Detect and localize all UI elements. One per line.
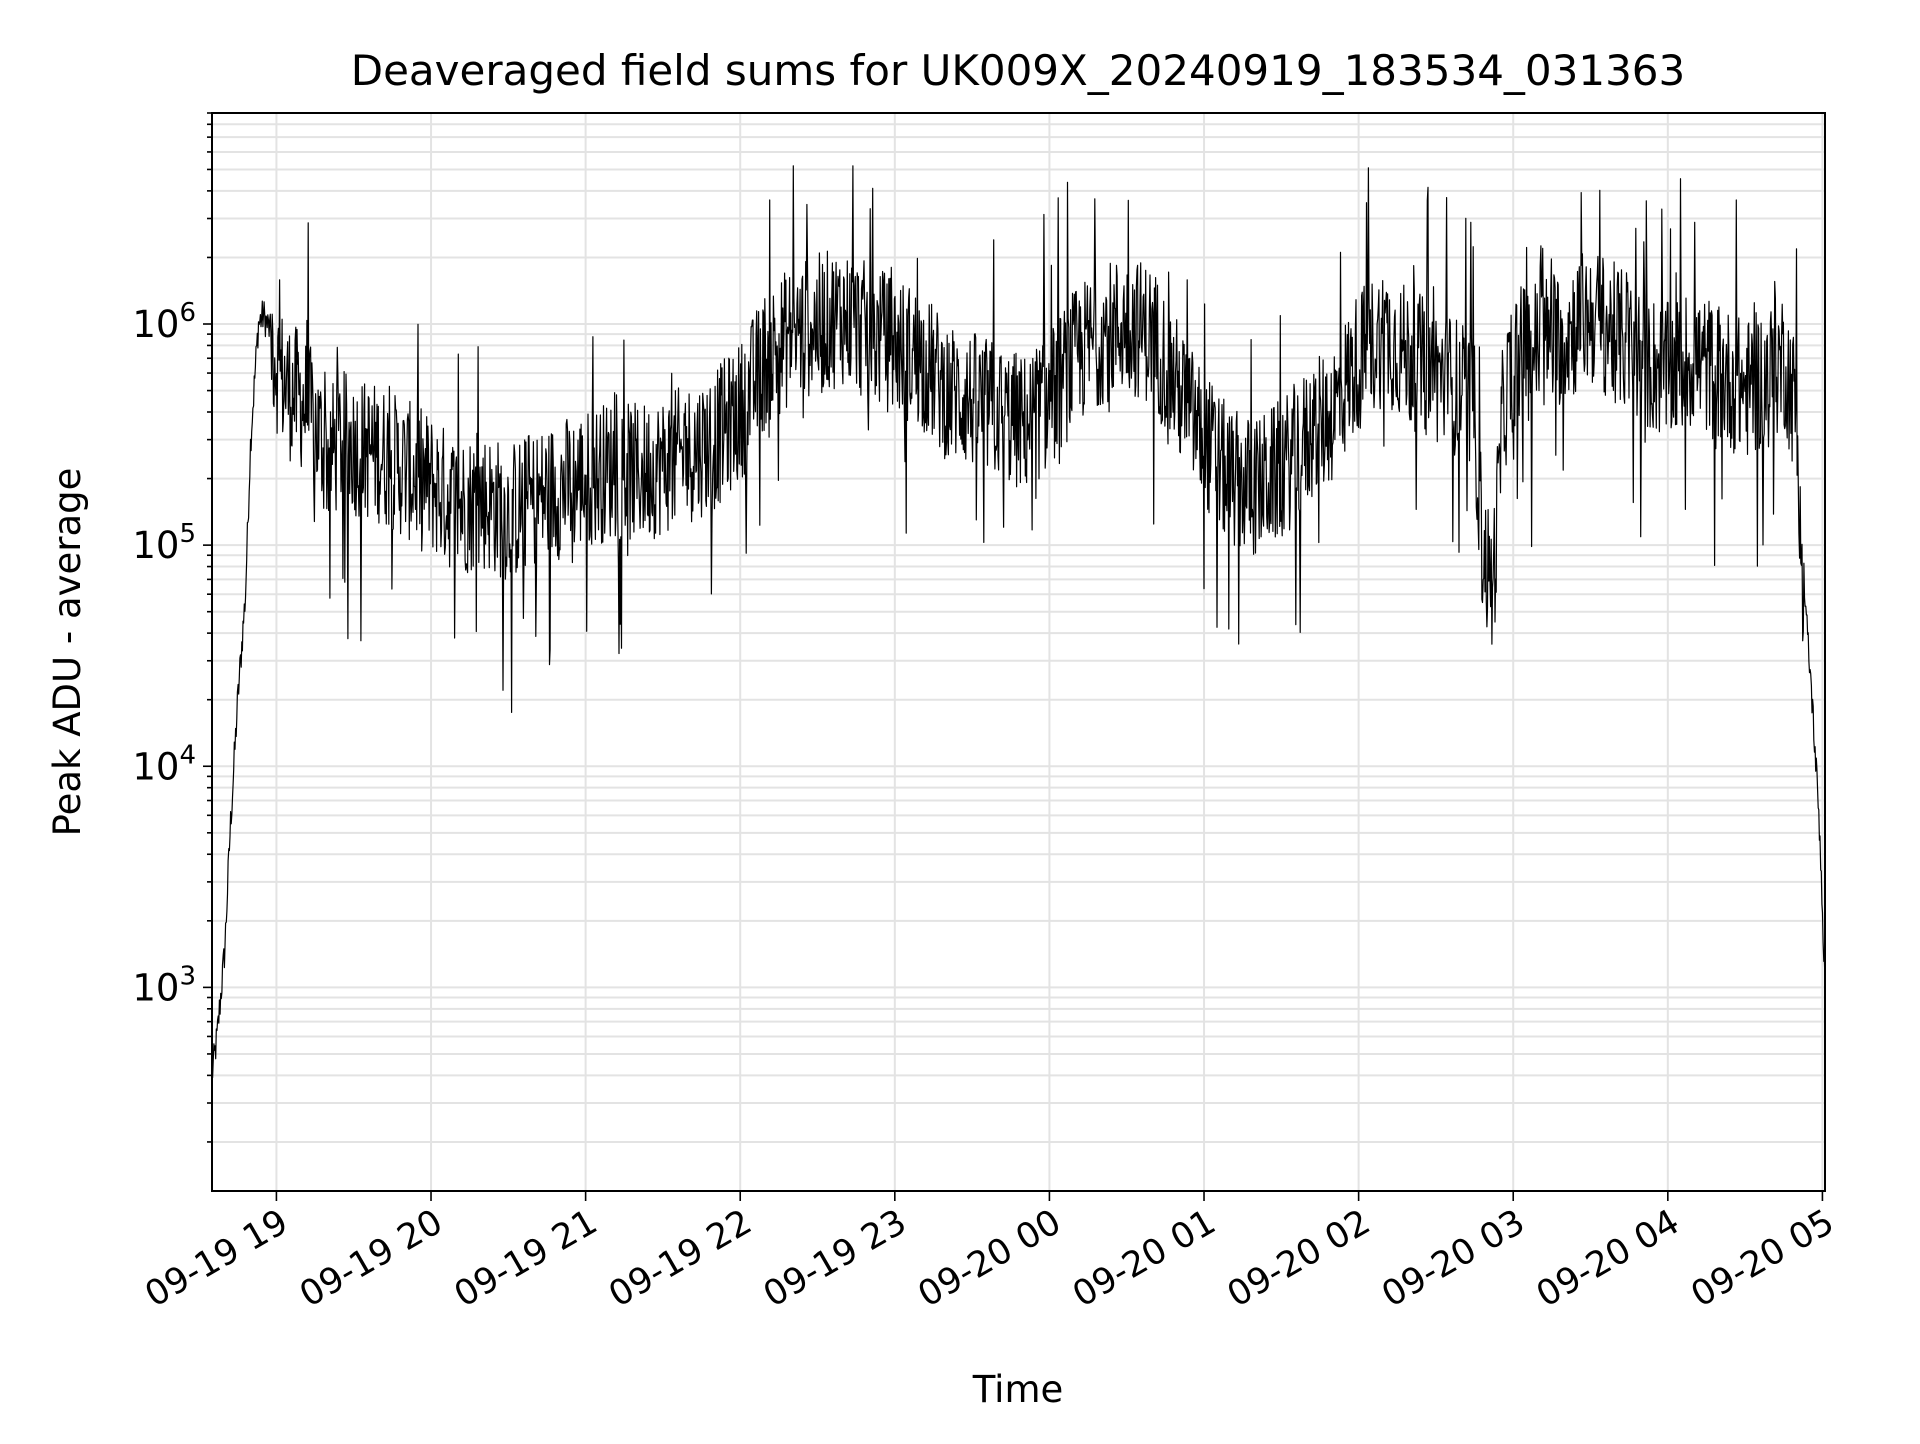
- y-tick-label: 105: [132, 519, 196, 567]
- y-tick-base: 10: [132, 745, 179, 788]
- y-axis-label: Peak ADU - average: [46, 468, 89, 837]
- chart-title: Deaveraged field sums for UK009X_2024091…: [351, 46, 1686, 95]
- y-tick-exponent: 6: [179, 298, 196, 328]
- y-tick-exponent: 5: [179, 519, 196, 549]
- y-tick-base: 10: [132, 524, 179, 567]
- y-tick-label: 104: [132, 740, 196, 788]
- plot-frame: [211, 112, 1826, 1192]
- y-tick-exponent: 4: [179, 740, 196, 770]
- y-tick-exponent: 3: [179, 961, 196, 991]
- series-line: [211, 165, 1826, 1079]
- series-layer: [211, 165, 1826, 1079]
- y-tick-base: 10: [132, 966, 179, 1009]
- y-tick-base: 10: [132, 303, 179, 346]
- x-axis-label: Time: [972, 1368, 1064, 1411]
- y-tick-label: 106: [132, 298, 196, 346]
- y-tick-label: 103: [132, 961, 196, 1009]
